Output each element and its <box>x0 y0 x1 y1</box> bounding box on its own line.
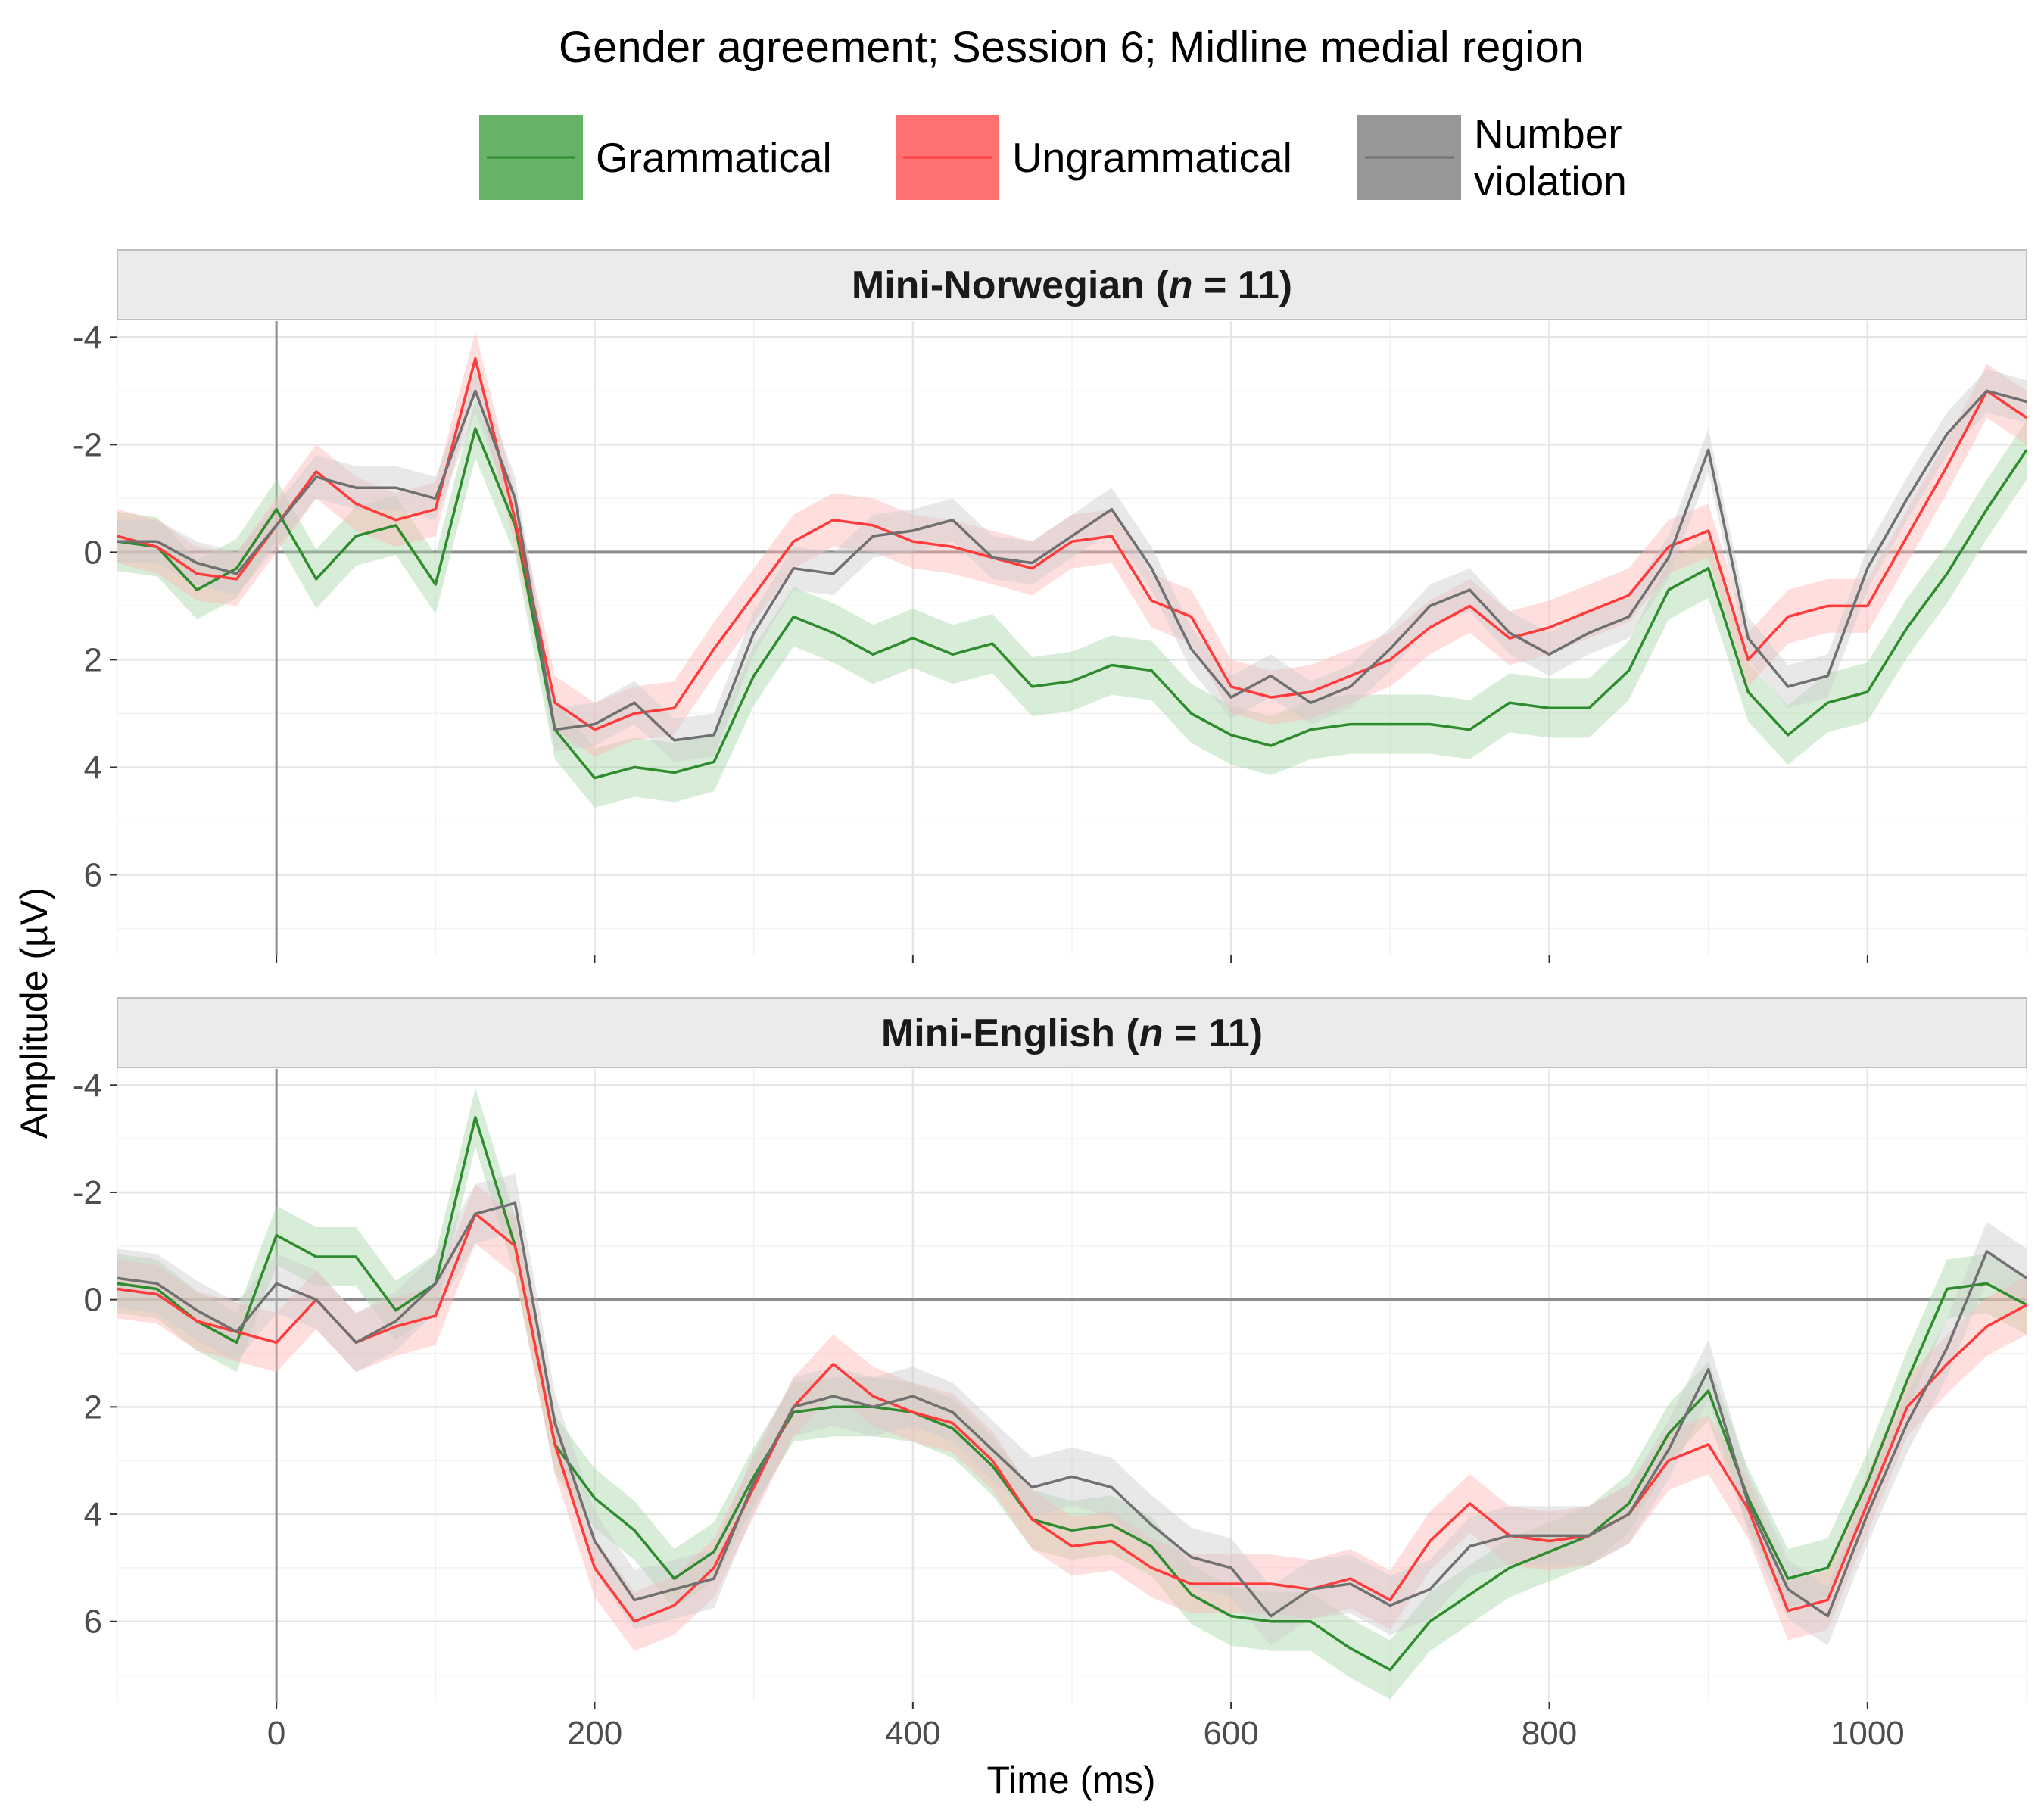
y-tick-label: -2 <box>73 426 102 463</box>
panel-strip-background <box>117 997 2027 1068</box>
x-tick-label: 600 <box>1203 1715 1258 1752</box>
y-tick-label: 0 <box>84 1282 102 1319</box>
ci-ribbon-grammatical <box>117 1087 2027 1700</box>
y-tick-label: 4 <box>84 1496 102 1533</box>
panel-strip-background <box>117 249 2027 320</box>
panel-1: Mini-Norwegian (n = 11) -4 -2 0 2 4 6 <box>73 249 2028 963</box>
y-tick-label: 4 <box>84 749 102 786</box>
panel-2: Mini-English (n = 11) -4 -2 0 2 4 6 0 200 400 600 8… <box>73 997 2027 1752</box>
legend-label: Grammatical <box>596 134 832 181</box>
legend-item-ungrammatical: Ungrammatical <box>896 115 1292 200</box>
series-line-grammatical <box>117 427 2028 780</box>
series-line-ungrammatical <box>117 357 2027 731</box>
ci-ribbon-number-violation <box>117 1173 2027 1646</box>
panels: Mini-Norwegian (n = 11)-4-20246Mini-Engl… <box>73 249 2028 1752</box>
ci-ribbon-ungrammatical <box>117 332 2027 757</box>
series-line-number-violation <box>117 389 2027 742</box>
series-line-ungrammatical <box>117 1212 2027 1623</box>
ci-ribbon-grammatical <box>117 399 2027 808</box>
y-tick-label: 0 <box>84 534 102 571</box>
y-tick-label: -4 <box>73 1067 102 1104</box>
panel-strip-label: Mini-English (n = 11) <box>881 1011 1263 1055</box>
x-tick-label: 0 <box>267 1715 285 1752</box>
x-tick-label: 200 <box>567 1715 622 1752</box>
series-line-number-violation <box>117 1201 2027 1618</box>
legend-item-grammatical: Grammatical <box>479 115 832 200</box>
ci-ribbon-ungrammatical <box>117 1184 2027 1651</box>
panel-grid <box>117 1069 2027 1702</box>
x-tick-label: 400 <box>885 1715 940 1752</box>
y-tick-label: 6 <box>84 856 102 893</box>
y-tick-label: 6 <box>84 1604 102 1641</box>
legend-label: Number <box>1474 111 1622 157</box>
ci-ribbon-number-violation <box>117 369 2027 762</box>
x-axis-title: Time (ms) <box>986 1759 1155 1801</box>
y-tick-label: 2 <box>84 641 102 678</box>
legend-label: violation <box>1474 157 1627 204</box>
y-tick-label: -2 <box>73 1174 102 1211</box>
legend-label: Ungrammatical <box>1012 134 1292 181</box>
chart-title: Gender agreement; Session 6; Midline med… <box>559 23 1584 72</box>
x-tick-label: 1000 <box>1831 1715 1905 1752</box>
y-tick-label: 2 <box>84 1388 102 1426</box>
y-axis-title: Amplitude (µV) <box>13 887 55 1139</box>
y-tick-label: -4 <box>73 319 102 356</box>
x-tick-label: 800 <box>1522 1715 1577 1752</box>
panel-strip-label: Mini-Norwegian (n = 11) <box>852 263 1292 307</box>
